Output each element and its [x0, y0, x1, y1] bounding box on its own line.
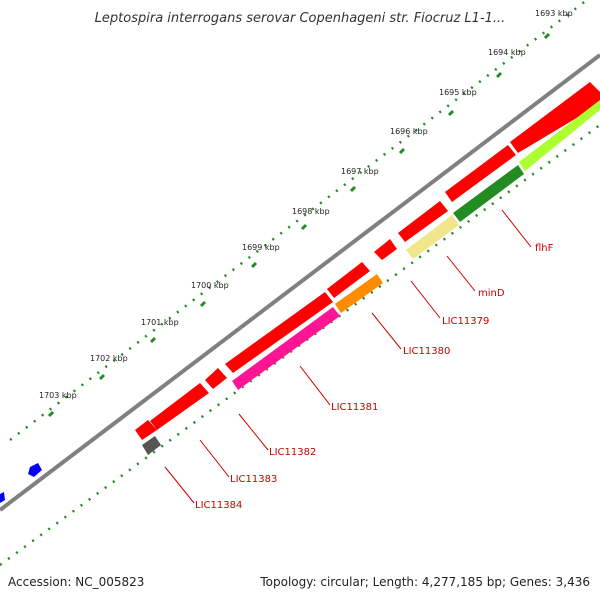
tick-1698: 1698 kbp	[292, 207, 330, 216]
gene-LIC11384[interactable]	[142, 436, 161, 455]
forward-genes	[135, 82, 600, 440]
gene-arrow-4[interactable]	[225, 292, 333, 373]
label-LIC11383[interactable]: LIC11383	[230, 474, 277, 485]
tick-1694: 1694 kbp	[488, 48, 526, 57]
tick-1693: 1693 kbp	[535, 9, 573, 18]
label-flhF[interactable]: flhF	[535, 243, 554, 254]
gene-arrow-7[interactable]	[398, 201, 448, 242]
label-LIC11379[interactable]: LIC11379	[442, 316, 489, 327]
inner-ruler	[0, 123, 600, 567]
gene-minD[interactable]	[406, 215, 459, 259]
gene-arrow-3[interactable]	[205, 368, 227, 389]
label-LIC11384[interactable]: LIC11384	[195, 500, 242, 511]
tick-1700: 1700 kbp	[191, 281, 229, 290]
gene-flhF[interactable]	[453, 165, 524, 222]
tick-1703: 1703 kbp	[39, 391, 77, 400]
gene-arrow-1[interactable]	[135, 420, 157, 440]
gene-arrow-2[interactable]	[150, 383, 209, 430]
map-title: Leptospira interrogans serovar Copenhage…	[95, 11, 506, 26]
gene-arrow-8[interactable]	[445, 145, 516, 202]
gene-yellowgreen[interactable]	[519, 100, 600, 171]
tick-1701: 1701 kbp	[141, 318, 179, 327]
label-LIC11381[interactable]: LIC11381	[331, 402, 378, 413]
gene-arrow-9[interactable]	[510, 82, 600, 153]
label-minD[interactable]: minD	[478, 288, 505, 299]
tick-1702: 1702 kbp	[90, 354, 128, 363]
label-LIC11382[interactable]: LIC11382	[269, 447, 316, 458]
feature-blue-2[interactable]	[0, 492, 5, 503]
ruler-labels: 1693 kbp 1694 kbp 1695 kbp 1696 kbp 1697…	[39, 9, 573, 400]
gene-arrow-6[interactable]	[374, 239, 397, 260]
accession-text: Accession: NC_005823	[8, 575, 144, 589]
gene-labels: flhF minD LIC11379 LIC11380 LIC11381 LIC…	[195, 243, 554, 511]
gene-arrow-5[interactable]	[327, 262, 370, 298]
label-LIC11380[interactable]: LIC11380	[403, 346, 450, 357]
outer-major-ticks	[47, 32, 551, 418]
tick-1699: 1699 kbp	[242, 243, 280, 252]
tick-1696: 1696 kbp	[390, 127, 428, 136]
label-leaders	[164, 209, 532, 504]
tick-1695: 1695 kbp	[439, 88, 477, 97]
genome-backbone	[0, 53, 600, 512]
outer-ruler	[9, 0, 589, 441]
gene-LIC11381[interactable]	[232, 307, 340, 390]
reverse-genes	[142, 100, 600, 455]
summary-text: Topology: circular; Length: 4,277,185 bp…	[259, 575, 590, 589]
tick-1697: 1697 kbp	[341, 167, 379, 176]
feature-blue-1[interactable]	[28, 463, 42, 477]
gene-LIC11380[interactable]	[335, 274, 383, 313]
